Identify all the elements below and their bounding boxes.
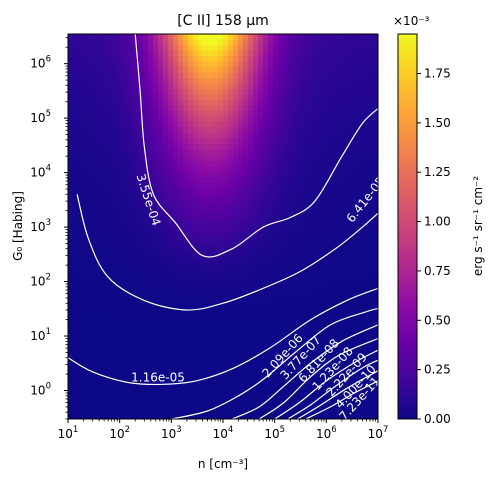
colorbar-tick-label: 1.75 <box>424 66 451 80</box>
x-tick-label: 107 <box>368 425 389 441</box>
colorbar-tick-label: 0.00 <box>424 412 451 426</box>
y-axis-label: G₀ [Habing] <box>11 191 25 261</box>
y-axis: 100 101 102 103 104 105 106 <box>30 37 68 420</box>
x-tick-label: 102 <box>109 425 130 441</box>
y-tick-label: 102 <box>30 273 51 289</box>
x-tick-label: 105 <box>264 425 285 441</box>
x-tick-label: 104 <box>213 425 234 441</box>
chart-title: [C II] 158 μm <box>177 13 269 29</box>
x-tick-label: 101 <box>58 425 79 441</box>
contour-line <box>134 34 378 258</box>
x-tick-label: 106 <box>316 425 337 441</box>
contour-line <box>171 307 378 419</box>
contour-line <box>297 370 378 419</box>
y-tick-label: 106 <box>30 55 51 71</box>
y-tick-label: 104 <box>30 164 51 180</box>
y-tick-label: 100 <box>30 382 51 398</box>
colorbar-axis: 0.00 0.25 0.50 0.75 1.00 1.25 1.50 1.75 <box>417 66 451 426</box>
colorbar-tick-label: 1.00 <box>424 215 451 229</box>
contour-line <box>287 359 378 419</box>
contour-line <box>68 287 378 386</box>
colorbar-tick-label: 0.25 <box>424 363 451 377</box>
colorbar-label: erg s⁻¹ sr⁻¹ cm⁻² <box>471 176 485 277</box>
x-tick-label: 103 <box>161 425 182 441</box>
y-tick-label: 101 <box>30 327 51 343</box>
y-tick-label: 103 <box>30 218 51 234</box>
x-axis: 101 102 103 104 105 106 107 <box>58 419 389 441</box>
colorbar-multiplier: ×10⁻³ <box>393 14 430 28</box>
colorbar-tick-label: 0.50 <box>424 313 451 327</box>
x-axis-label: n [cm⁻³] <box>198 457 248 471</box>
colorbar <box>397 33 418 420</box>
contour-lines <box>68 34 378 419</box>
contour-line <box>76 194 378 311</box>
contour-label: 1.16e-05 <box>131 371 185 385</box>
contour-line <box>305 380 378 419</box>
contour-line <box>258 337 378 419</box>
contour-line <box>231 324 378 419</box>
contour-line <box>274 349 378 419</box>
y-tick-label: 105 <box>30 109 51 125</box>
colorbar-tick-label: 1.25 <box>424 165 451 179</box>
colorbar-tick-label: 0.75 <box>424 264 451 278</box>
colorbar-tick-label: 1.50 <box>424 116 451 130</box>
